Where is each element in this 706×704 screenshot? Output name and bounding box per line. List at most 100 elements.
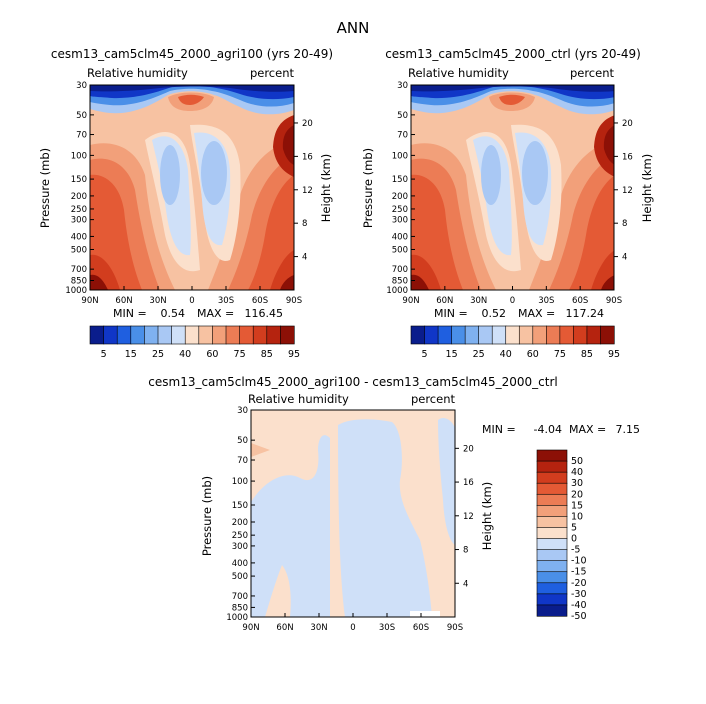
pressure-tick-label: 250 [232,531,248,541]
height-tick-label: 4 [302,253,307,263]
panel-1-field [90,85,294,290]
panel-2-ylabel: Pressure (mb) [361,148,375,228]
panel-2-height-ticks: 4 8 12 16 20 [614,119,633,263]
colorbar-swatch [478,325,493,345]
colorbar-swatch [536,505,568,518]
lat-tick-label: 90S [447,623,463,633]
colorbar-label: -30 [571,589,587,600]
height-tick-label: 20 [302,119,313,129]
lat-tick-label: 90S [606,296,622,306]
colorbar-swatch [103,325,118,345]
colorbar-swatch [437,325,453,345]
colorbar-label: 40 [571,467,583,478]
pressure-tick-label: 300 [392,216,408,226]
colorbar-label: 5 [571,522,577,533]
lat-tick-label: 30S [538,296,554,306]
panel-2-max: 117.24 [566,307,605,320]
pressure-tick-label: 100 [71,151,87,161]
pressure-tick-label: 150 [392,175,408,185]
colorbar-label: 85 [261,349,273,360]
colorbar-panel-1: 5 15 25 40 60 75 85 95 [89,325,300,360]
panel-1-ylabel: Pressure (mb) [38,148,52,228]
colorbar-swatch [536,471,568,484]
lat-tick-label: 60S [252,296,268,306]
panel-1-min: 0.54 [161,307,186,320]
pressure-tick-label: 700 [392,265,408,275]
colorbar-swatch [239,325,254,345]
lat-tick-label: 0 [350,623,355,633]
height-tick-label: 12 [463,512,474,522]
figure-title: ANN [337,19,370,37]
lat-tick-label: 0 [189,296,194,306]
panel-3-field [251,410,455,617]
colorbar-label: 25 [152,349,164,360]
colorbar-swatch [536,560,568,573]
colorbar-label: 15 [125,349,137,360]
colorbar-label: -5 [571,545,580,556]
height-tick-label: 12 [302,186,313,196]
colorbar-swatch [89,325,105,345]
panel-2-max-label: MAX = [518,307,555,320]
pressure-tick-label: 500 [71,245,87,255]
colorbar-label: 50 [571,456,583,467]
colorbar-swatch [424,325,439,345]
colorbar-label: 95 [608,349,620,360]
lat-tick-label: 30N [149,296,166,306]
colorbar-swatch [536,549,568,562]
lat-tick-label: 90N [402,296,419,306]
pressure-tick-label: 850 [232,603,248,613]
colorbar-label: 75 [554,349,566,360]
panel-3-title: cesm13_cam5clm45_2000_agri100 - cesm13_c… [148,375,557,389]
colorbar-swatch [505,325,520,345]
colorbar-swatch [451,325,466,345]
panel-1-min-label: MIN = [113,307,147,320]
panel-3-units: percent [411,392,456,406]
panel-3-min-label: MIN = [482,423,516,436]
colorbar-label: 5 [101,349,107,360]
colorbar-swatch [536,449,568,462]
panel-2-title: cesm13_cam5clm45_2000_ctrl (yrs 20-49) [385,47,641,61]
pressure-tick-label: 50 [237,436,248,446]
height-tick-label: 20 [622,119,633,129]
pressure-tick-label: 500 [392,245,408,255]
panel-2-y2label: Height (km) [640,154,654,223]
pressure-tick-label: 30 [237,406,248,416]
colorbar-swatch [536,571,568,584]
colorbar-label: 30 [571,478,583,489]
colorbar-label: -40 [571,600,587,611]
colorbar-swatch [184,325,200,345]
panel-2-field [411,85,614,290]
pressure-tick-label: 850 [71,276,87,286]
colorbar-label: 60 [527,349,539,360]
pressure-tick-label: 70 [76,131,87,141]
colorbar-label: -50 [571,611,587,622]
pressure-tick-label: 400 [71,232,87,242]
panel-1-max-label: MAX = [197,307,234,320]
pressure-tick-label: 400 [232,559,248,569]
height-tick-label: 16 [463,478,474,488]
pressure-tick-label: 700 [232,592,248,602]
colorbar-swatch [144,325,159,345]
lat-tick-label: 30N [310,623,327,633]
panel-1-max: 116.45 [245,307,284,320]
pressure-tick-label: 250 [392,205,408,215]
colorbar-label: 5 [422,349,428,360]
colorbar-label: -15 [571,567,587,578]
colorbar-swatch [546,325,561,345]
pressure-tick-label: 500 [232,572,248,582]
colorbar-swatch [198,325,214,345]
panel-2-min: 0.52 [482,307,507,320]
lat-tick-label: 60N [436,296,453,306]
panel-3-lat-ticks: 90N 60N 30N 0 30S 60S 90S [242,613,463,633]
colorbar-label: 10 [571,511,583,522]
panel-3-variable: Relative humidity [248,392,349,406]
panel-3-ylabel: Pressure (mb) [200,476,214,556]
colorbar-swatch [518,325,534,345]
pressure-tick-label: 1000 [65,286,87,296]
pressure-tick-label: 1000 [226,613,248,623]
colorbar-swatch [573,325,588,345]
colorbar-label: 40 [179,349,191,360]
